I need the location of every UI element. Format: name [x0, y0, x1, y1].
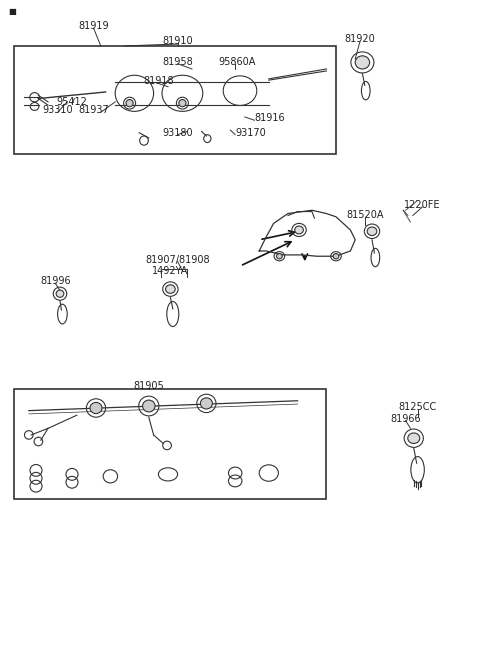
- Ellipse shape: [126, 99, 133, 107]
- Text: 81910: 81910: [162, 35, 193, 46]
- Ellipse shape: [295, 226, 303, 234]
- Text: 81937: 81937: [78, 105, 109, 116]
- Text: 1220FE: 1220FE: [404, 200, 441, 210]
- Ellipse shape: [276, 254, 282, 259]
- Text: 8125CC: 8125CC: [398, 402, 437, 413]
- Text: 81958: 81958: [162, 57, 193, 67]
- Ellipse shape: [166, 285, 175, 293]
- Text: 81520A: 81520A: [346, 210, 384, 221]
- Text: 81919: 81919: [78, 21, 109, 32]
- Text: 93180: 93180: [162, 127, 193, 138]
- Ellipse shape: [179, 99, 186, 107]
- Text: 81918: 81918: [143, 76, 174, 87]
- Ellipse shape: [201, 397, 212, 409]
- Text: 81966: 81966: [390, 413, 421, 424]
- Text: 81905: 81905: [133, 381, 164, 392]
- Ellipse shape: [143, 400, 155, 412]
- Ellipse shape: [355, 56, 370, 69]
- Ellipse shape: [333, 254, 339, 259]
- Ellipse shape: [408, 433, 420, 443]
- Text: 95860A: 95860A: [218, 57, 256, 67]
- Text: ■: ■: [8, 7, 16, 16]
- Text: 81907/81908: 81907/81908: [145, 254, 210, 265]
- Ellipse shape: [367, 227, 377, 236]
- Text: 81920: 81920: [345, 34, 375, 45]
- Text: 93310: 93310: [42, 105, 73, 116]
- Text: 1492YA: 1492YA: [152, 265, 189, 276]
- Text: 81916: 81916: [254, 113, 285, 124]
- Bar: [14, 389, 326, 499]
- Text: 93170: 93170: [235, 127, 266, 138]
- Text: 81996: 81996: [40, 276, 71, 286]
- Ellipse shape: [90, 402, 102, 414]
- Text: 95412: 95412: [57, 97, 87, 107]
- Ellipse shape: [56, 290, 64, 297]
- Bar: [14, 46, 336, 154]
